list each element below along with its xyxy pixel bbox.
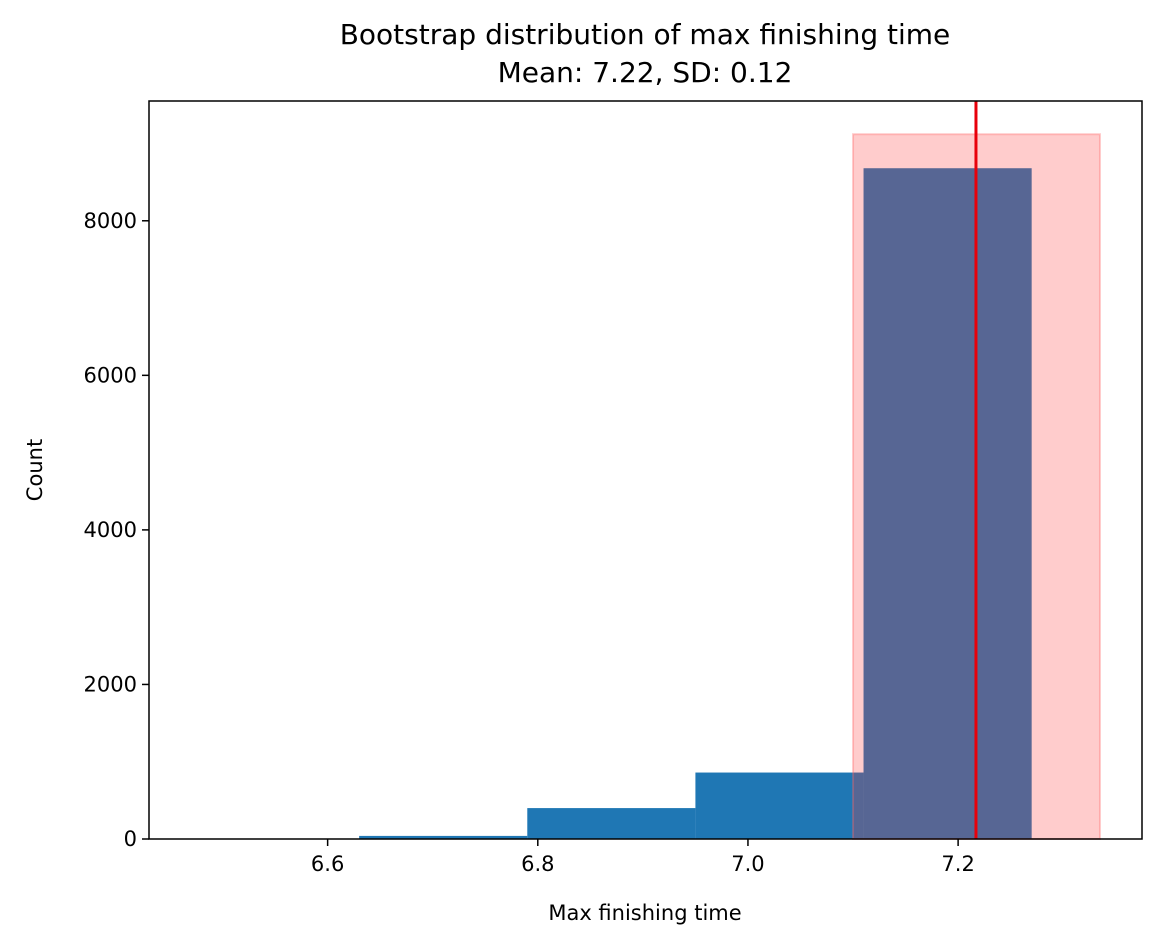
y-tick-label-2: 4000	[84, 518, 137, 542]
histogram-bar-4	[863, 168, 1032, 839]
x-axis-label: Max finishing time	[548, 901, 741, 925]
chart-title: Bootstrap distribution of max finishing …	[340, 18, 951, 51]
x-tick-label-3: 7.2	[941, 852, 974, 876]
x-tick-label-1: 6.8	[521, 852, 554, 876]
x-tick-label-0: 6.6	[311, 852, 344, 876]
y-axis-label: Count	[23, 439, 47, 501]
x-tick-label-2: 7.0	[731, 852, 764, 876]
histogram-bar-3	[695, 772, 864, 839]
y-tick-label-3: 6000	[84, 363, 137, 387]
histogram-bar-1	[359, 835, 528, 839]
chart-subtitle: Mean: 7.22, SD: 0.12	[498, 56, 793, 89]
axes-frame	[148, 100, 1143, 840]
plot-area: 6.6 6.8 7.0 7.2 0 2000 4000 6000 8000	[84, 100, 1143, 876]
y-tick-label-0: 0	[124, 827, 137, 851]
y-tick-label-1: 2000	[84, 672, 137, 696]
y-tick-label-4: 8000	[84, 209, 137, 233]
histogram-bar-2	[527, 808, 696, 839]
